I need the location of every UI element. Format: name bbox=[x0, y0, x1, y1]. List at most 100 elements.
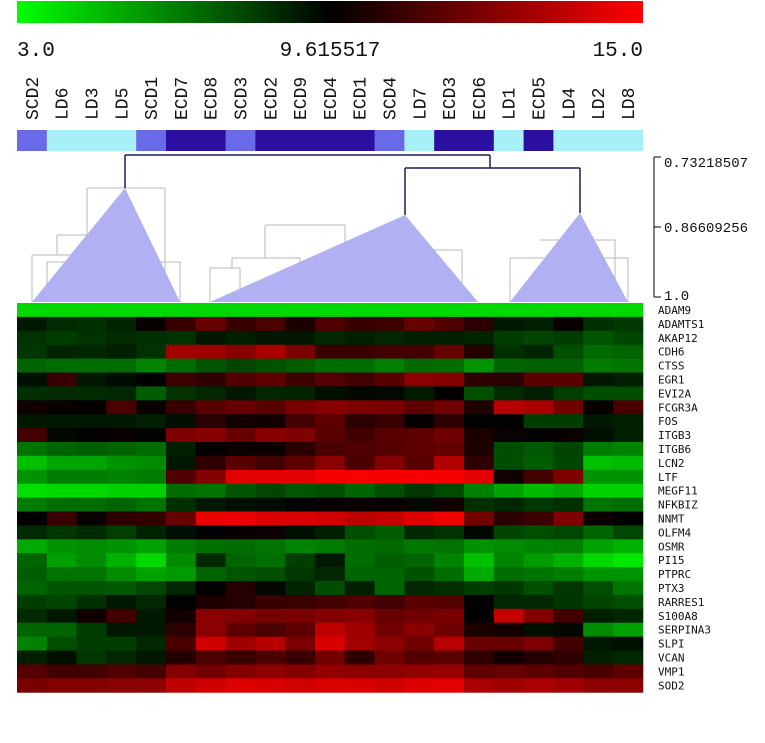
gene-label: EVI2A bbox=[658, 387, 691, 400]
heatmap-cell bbox=[464, 567, 495, 582]
heatmap-cell bbox=[404, 386, 435, 401]
heatmap-cell bbox=[106, 400, 137, 415]
heatmap-cell bbox=[344, 678, 376, 693]
heatmap-cell bbox=[225, 497, 256, 512]
heatmap-cell bbox=[374, 414, 405, 429]
sample-label: ECD1 bbox=[352, 77, 372, 120]
heatmap-cell bbox=[613, 400, 644, 415]
heatmap-cell bbox=[76, 428, 107, 443]
heatmap-cell bbox=[523, 386, 554, 401]
heatmap-cell bbox=[553, 316, 584, 332]
heatmap-cell bbox=[583, 455, 614, 471]
gene-label: EGR1 bbox=[658, 374, 685, 387]
scale-min-label: 3.0 bbox=[17, 40, 55, 63]
heatmap-cell bbox=[136, 344, 167, 360]
heatmap-cell bbox=[613, 594, 644, 610]
heatmap-cell bbox=[76, 581, 107, 596]
heatmap-cell bbox=[195, 678, 227, 693]
heatmap-cell bbox=[374, 455, 405, 471]
heatmap-cell bbox=[523, 664, 554, 679]
heatmap-cell bbox=[225, 330, 256, 346]
sample-group-bar bbox=[17, 130, 644, 151]
heatmap-cell bbox=[225, 303, 256, 318]
gene-label: LCN2 bbox=[658, 457, 685, 470]
heatmap-cell bbox=[344, 553, 376, 568]
heatmap-cell bbox=[434, 539, 465, 554]
heatmap-cell bbox=[106, 442, 137, 457]
heatmap-cell bbox=[195, 303, 227, 318]
heatmap-cell bbox=[76, 400, 107, 415]
heatmap-cell bbox=[166, 511, 197, 526]
heatmap-cell bbox=[374, 442, 405, 457]
heatmap-cell bbox=[106, 678, 137, 693]
heatmap-cell bbox=[523, 442, 554, 457]
heatmap-cell bbox=[315, 650, 346, 665]
heatmap-cell bbox=[523, 525, 554, 540]
heatmap-cell bbox=[464, 469, 495, 485]
heatmap-cell bbox=[136, 594, 167, 610]
heatmap-cell bbox=[225, 344, 256, 360]
heatmap-cell bbox=[106, 344, 137, 360]
heatmap-cell bbox=[76, 567, 107, 582]
heatmap-cell bbox=[106, 428, 137, 443]
heatmap-cell bbox=[613, 678, 644, 693]
heatmap-cell bbox=[613, 553, 644, 568]
heatmap-cell bbox=[106, 553, 137, 568]
heatmap-cell bbox=[493, 344, 525, 360]
heatmap-cell bbox=[76, 594, 107, 610]
heatmap-cell bbox=[464, 303, 495, 318]
heatmap-cell bbox=[17, 553, 48, 568]
heatmap-cell bbox=[613, 581, 644, 596]
heatmap-cell bbox=[434, 483, 465, 499]
heatmap-cell bbox=[553, 511, 584, 526]
heatmap-cell bbox=[17, 581, 48, 596]
heatmap-cell bbox=[106, 622, 137, 638]
heatmap-cell bbox=[195, 636, 227, 651]
heatmap-cell bbox=[195, 539, 227, 554]
heatmap-cell bbox=[553, 400, 584, 415]
heatmap-cell bbox=[17, 594, 48, 610]
heatmap-cell bbox=[464, 414, 495, 429]
heatmap-cell bbox=[46, 358, 78, 373]
heatmap-cell bbox=[404, 594, 435, 610]
heatmap-cell bbox=[46, 428, 78, 443]
heatmap-cell bbox=[493, 539, 525, 554]
heatmap-cell bbox=[464, 316, 495, 332]
heatmap-cell bbox=[255, 678, 286, 693]
heatmap-cell bbox=[76, 511, 107, 526]
heatmap-cell bbox=[344, 567, 376, 582]
heatmap-cell bbox=[17, 344, 48, 360]
heatmap-cell bbox=[136, 622, 167, 638]
heatmap-cell bbox=[344, 664, 376, 679]
heatmap-cell bbox=[434, 664, 465, 679]
heatmap-cell bbox=[553, 664, 584, 679]
heatmap-cell bbox=[195, 581, 227, 596]
heatmap-cell bbox=[523, 372, 554, 387]
heatmap-cell bbox=[464, 428, 495, 443]
heatmap-cell bbox=[613, 483, 644, 499]
heatmap-cell bbox=[404, 664, 435, 679]
heatmap-cell bbox=[46, 581, 78, 596]
heatmap-cell bbox=[46, 442, 78, 457]
heatmap-cell bbox=[166, 678, 197, 693]
heatmap-cell bbox=[225, 650, 256, 665]
heatmap-cell bbox=[106, 539, 137, 554]
heatmap-cell bbox=[583, 330, 614, 346]
heatmap-cell bbox=[344, 428, 376, 443]
heatmap-cell bbox=[17, 567, 48, 582]
cluster-triangle bbox=[510, 213, 628, 302]
heatmap-cell bbox=[17, 664, 48, 679]
heatmap-cell bbox=[344, 414, 376, 429]
heatmap-cell bbox=[583, 400, 614, 415]
heatmap-cell bbox=[464, 330, 495, 346]
heatmap-cell bbox=[225, 594, 256, 610]
heatmap-cell bbox=[255, 455, 286, 471]
heatmap-cell bbox=[285, 442, 316, 457]
heatmap-cell bbox=[46, 497, 78, 512]
heatmap-cell bbox=[225, 386, 256, 401]
heatmap-cell bbox=[344, 316, 376, 332]
heatmap-cell bbox=[17, 469, 48, 485]
sample-label: LD6 bbox=[54, 88, 74, 120]
heatmap-cell bbox=[404, 553, 435, 568]
heatmap-cell bbox=[195, 330, 227, 346]
